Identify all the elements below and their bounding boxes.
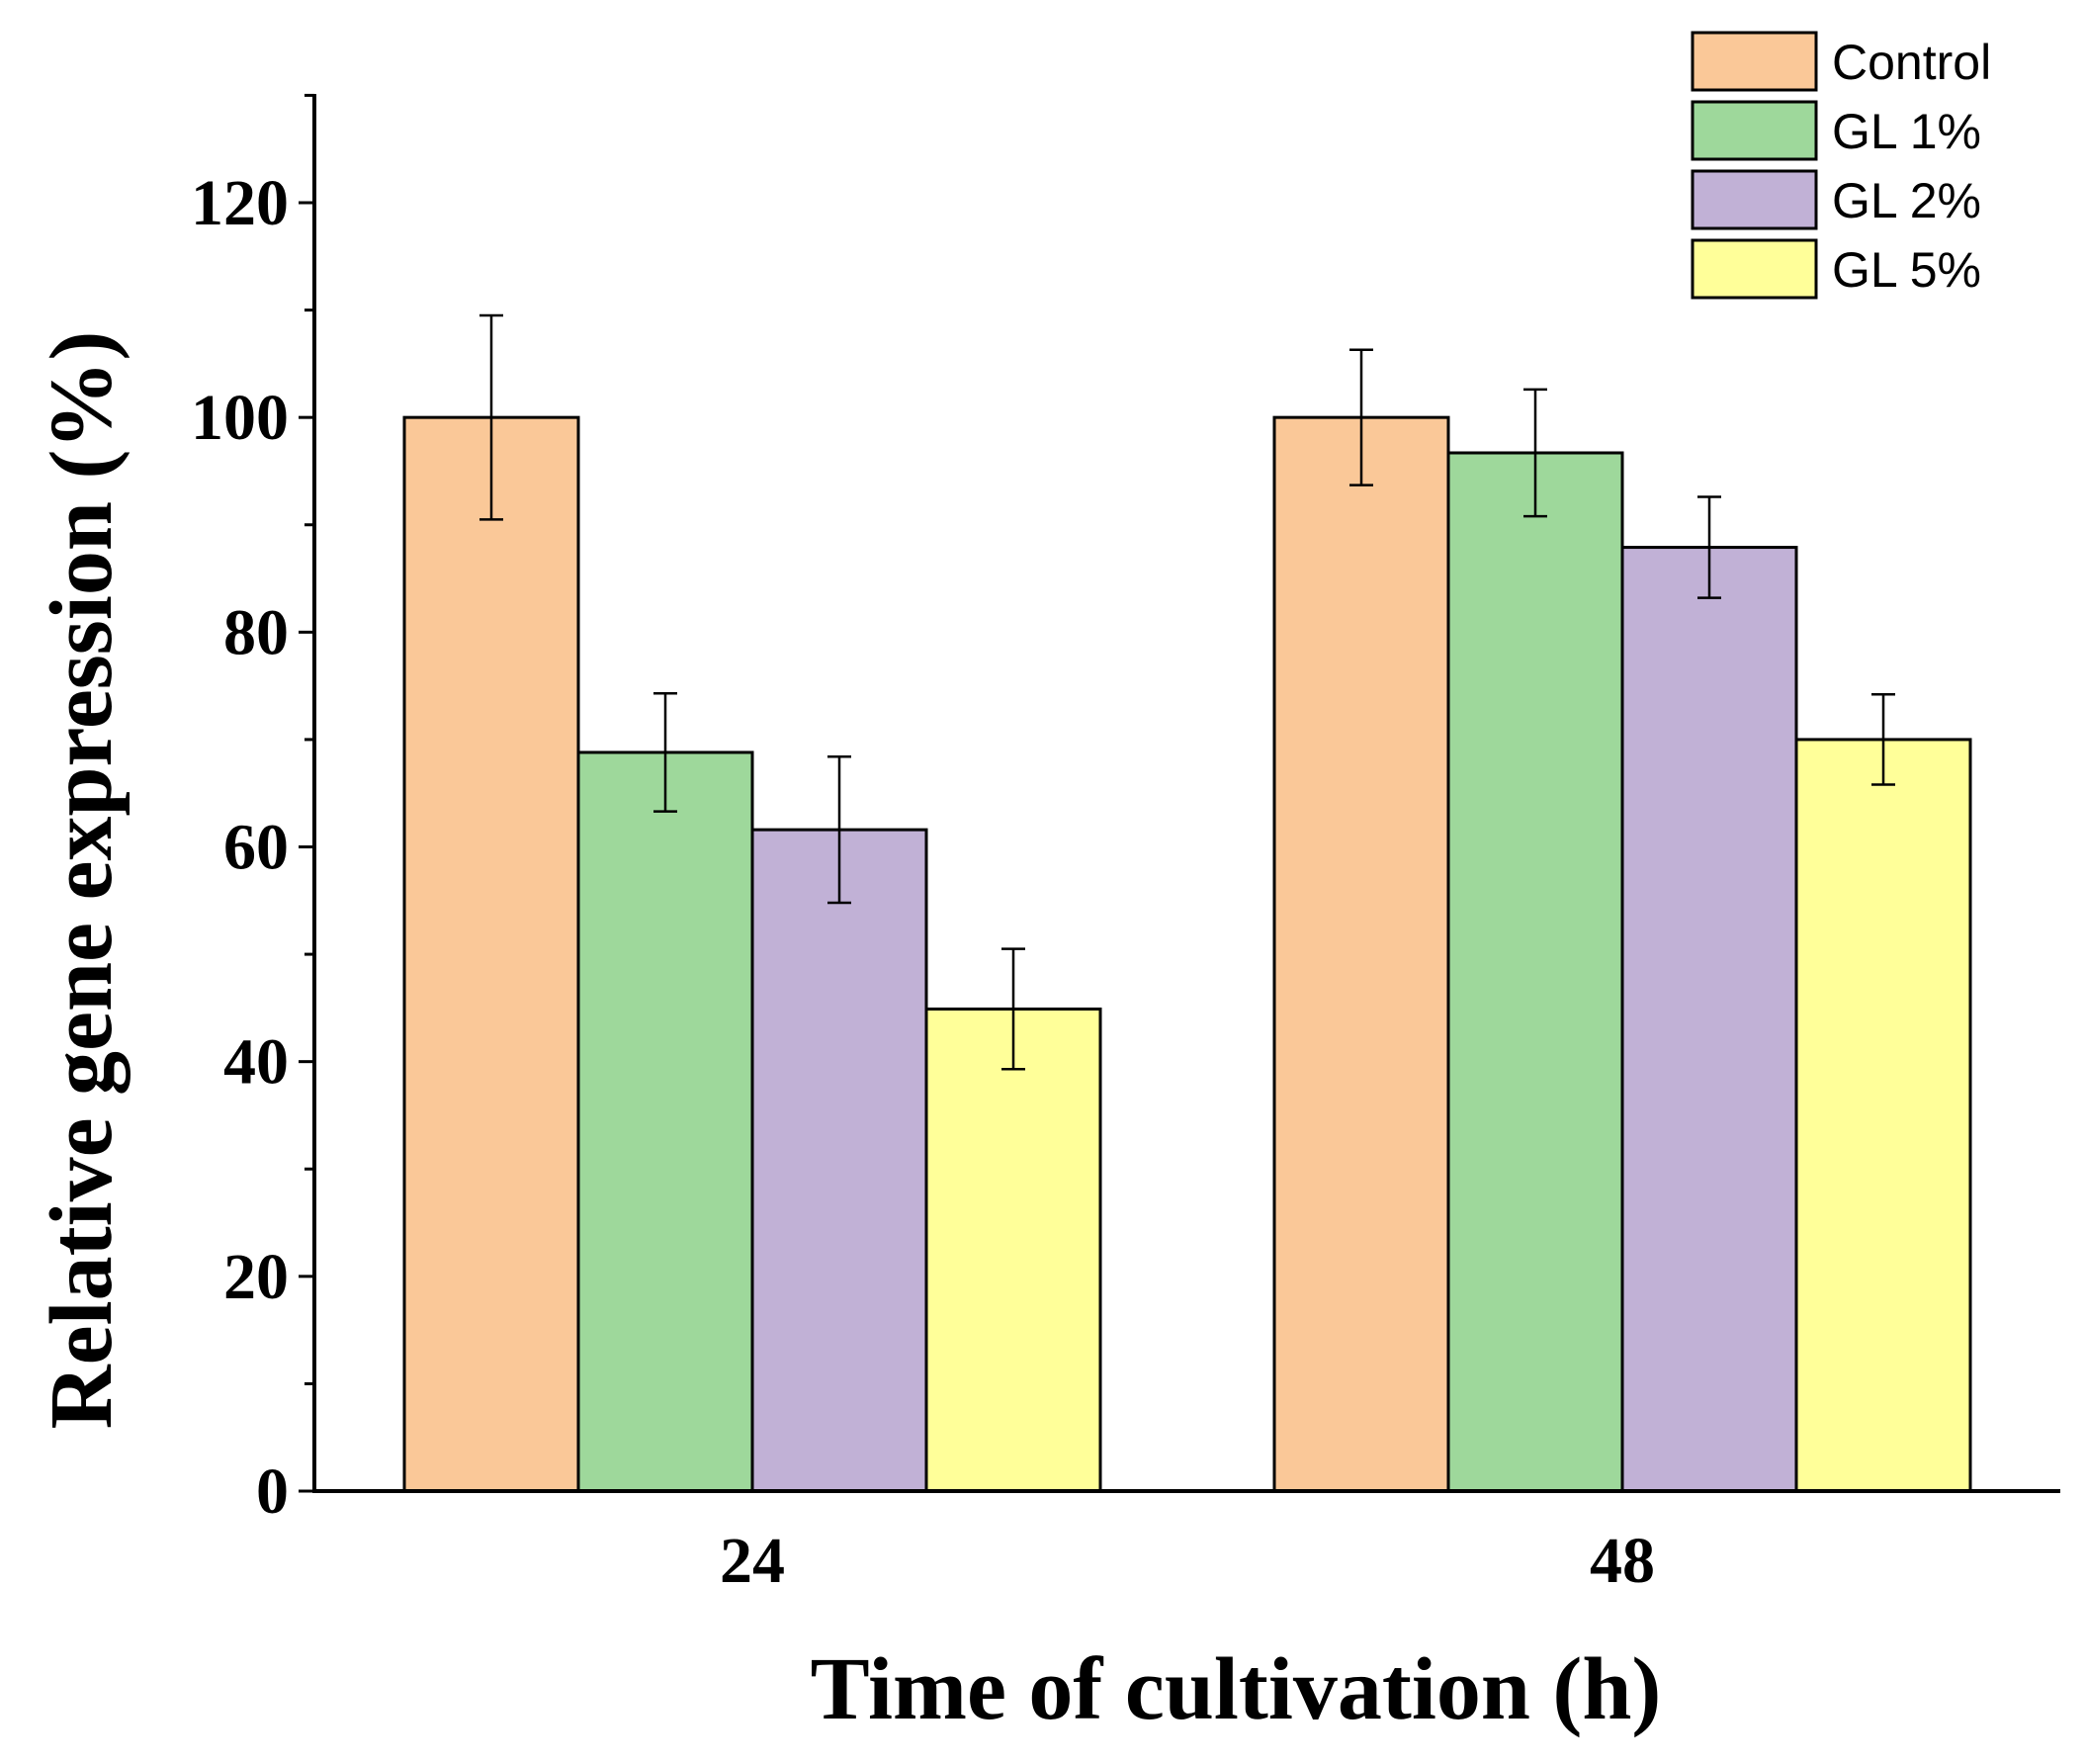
- error-bar: [1001, 947, 1025, 1071]
- y-tick-label: 60: [223, 812, 289, 884]
- error-bar: [479, 313, 503, 521]
- x-axis-title: Time of cultivation (h): [811, 1640, 1662, 1738]
- legend-swatch: [1691, 100, 1818, 161]
- y-tick-label: 0: [256, 1455, 289, 1528]
- error-bar: [1349, 348, 1373, 486]
- y-ticks-layer: 0 20 40 60 80 100 120: [191, 93, 314, 1528]
- error-bar: [653, 691, 677, 813]
- y-axis-title: Relative gene expression (%): [33, 331, 130, 1430]
- legend-label: GL 1%: [1832, 104, 1981, 159]
- legend-item: GL 2%: [1691, 169, 1981, 230]
- error-bar: [827, 755, 851, 905]
- legend-item: GL 1%: [1691, 100, 1981, 161]
- bar-gl-2--24: [750, 828, 928, 1493]
- legend: Control GL 1% GL 2% GL 5%: [1691, 31, 1991, 300]
- x-tick-label: 24: [720, 1525, 785, 1597]
- bar-gl-1--48: [1446, 451, 1624, 1493]
- x-ticks-layer: 24 48: [720, 1525, 1655, 1597]
- y-tick-label: 20: [223, 1241, 289, 1313]
- bars-layer: [402, 415, 1972, 1493]
- error-bar: [1523, 388, 1547, 518]
- bar-gl-2--48: [1620, 546, 1798, 1493]
- error-bar: [1871, 693, 1895, 786]
- bar-control-48: [1272, 415, 1450, 1493]
- bar-control-24: [402, 415, 580, 1493]
- x-tick-label: 48: [1590, 1525, 1655, 1597]
- y-tick-label: 100: [191, 382, 289, 454]
- y-tick-label: 80: [223, 596, 289, 668]
- bar-gl-5--24: [924, 1007, 1102, 1493]
- legend-label: Control: [1832, 35, 1991, 90]
- error-bar: [1697, 495, 1721, 599]
- legend-label: GL 5%: [1832, 242, 1981, 298]
- legend-swatch: [1691, 31, 1818, 92]
- legend-swatch: [1691, 238, 1818, 300]
- legend-item: Control: [1691, 31, 1991, 92]
- legend-item: GL 5%: [1691, 238, 1981, 300]
- bar-gl-1--24: [576, 750, 754, 1493]
- y-tick-label: 40: [223, 1026, 289, 1099]
- legend-swatch: [1691, 169, 1818, 230]
- bar-gl-5--48: [1794, 738, 1972, 1493]
- y-tick-label: 120: [191, 167, 289, 239]
- axes-layer: [312, 94, 2060, 1493]
- error-bars-layer: [479, 313, 1895, 1071]
- legend-label: GL 2%: [1832, 173, 1981, 228]
